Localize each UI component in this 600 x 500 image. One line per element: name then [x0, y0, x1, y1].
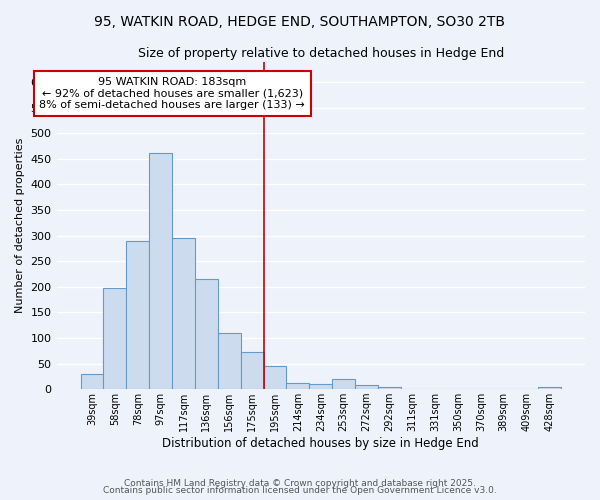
- Bar: [127, 241, 149, 389]
- Bar: [538, 386, 561, 389]
- Bar: [332, 379, 355, 389]
- Bar: [218, 333, 241, 389]
- Text: 95, WATKIN ROAD, HEDGE END, SOUTHAMPTON, SO30 2TB: 95, WATKIN ROAD, HEDGE END, SOUTHAMPTON,…: [95, 15, 505, 29]
- Bar: [103, 288, 127, 389]
- Bar: [241, 352, 263, 389]
- Bar: [172, 238, 195, 389]
- Bar: [195, 279, 218, 389]
- Bar: [310, 384, 332, 389]
- Text: Contains public sector information licensed under the Open Government Licence v3: Contains public sector information licen…: [103, 486, 497, 495]
- X-axis label: Distribution of detached houses by size in Hedge End: Distribution of detached houses by size …: [163, 437, 479, 450]
- Bar: [263, 366, 286, 389]
- Bar: [286, 383, 310, 389]
- Bar: [80, 374, 103, 389]
- Text: Contains HM Land Registry data © Crown copyright and database right 2025.: Contains HM Land Registry data © Crown c…: [124, 478, 476, 488]
- Bar: [378, 386, 401, 389]
- Bar: [355, 385, 378, 389]
- Text: 95 WATKIN ROAD: 183sqm
← 92% of detached houses are smaller (1,623)
8% of semi-d: 95 WATKIN ROAD: 183sqm ← 92% of detached…: [39, 77, 305, 110]
- Bar: [149, 153, 172, 389]
- Title: Size of property relative to detached houses in Hedge End: Size of property relative to detached ho…: [137, 48, 504, 60]
- Y-axis label: Number of detached properties: Number of detached properties: [15, 138, 25, 313]
